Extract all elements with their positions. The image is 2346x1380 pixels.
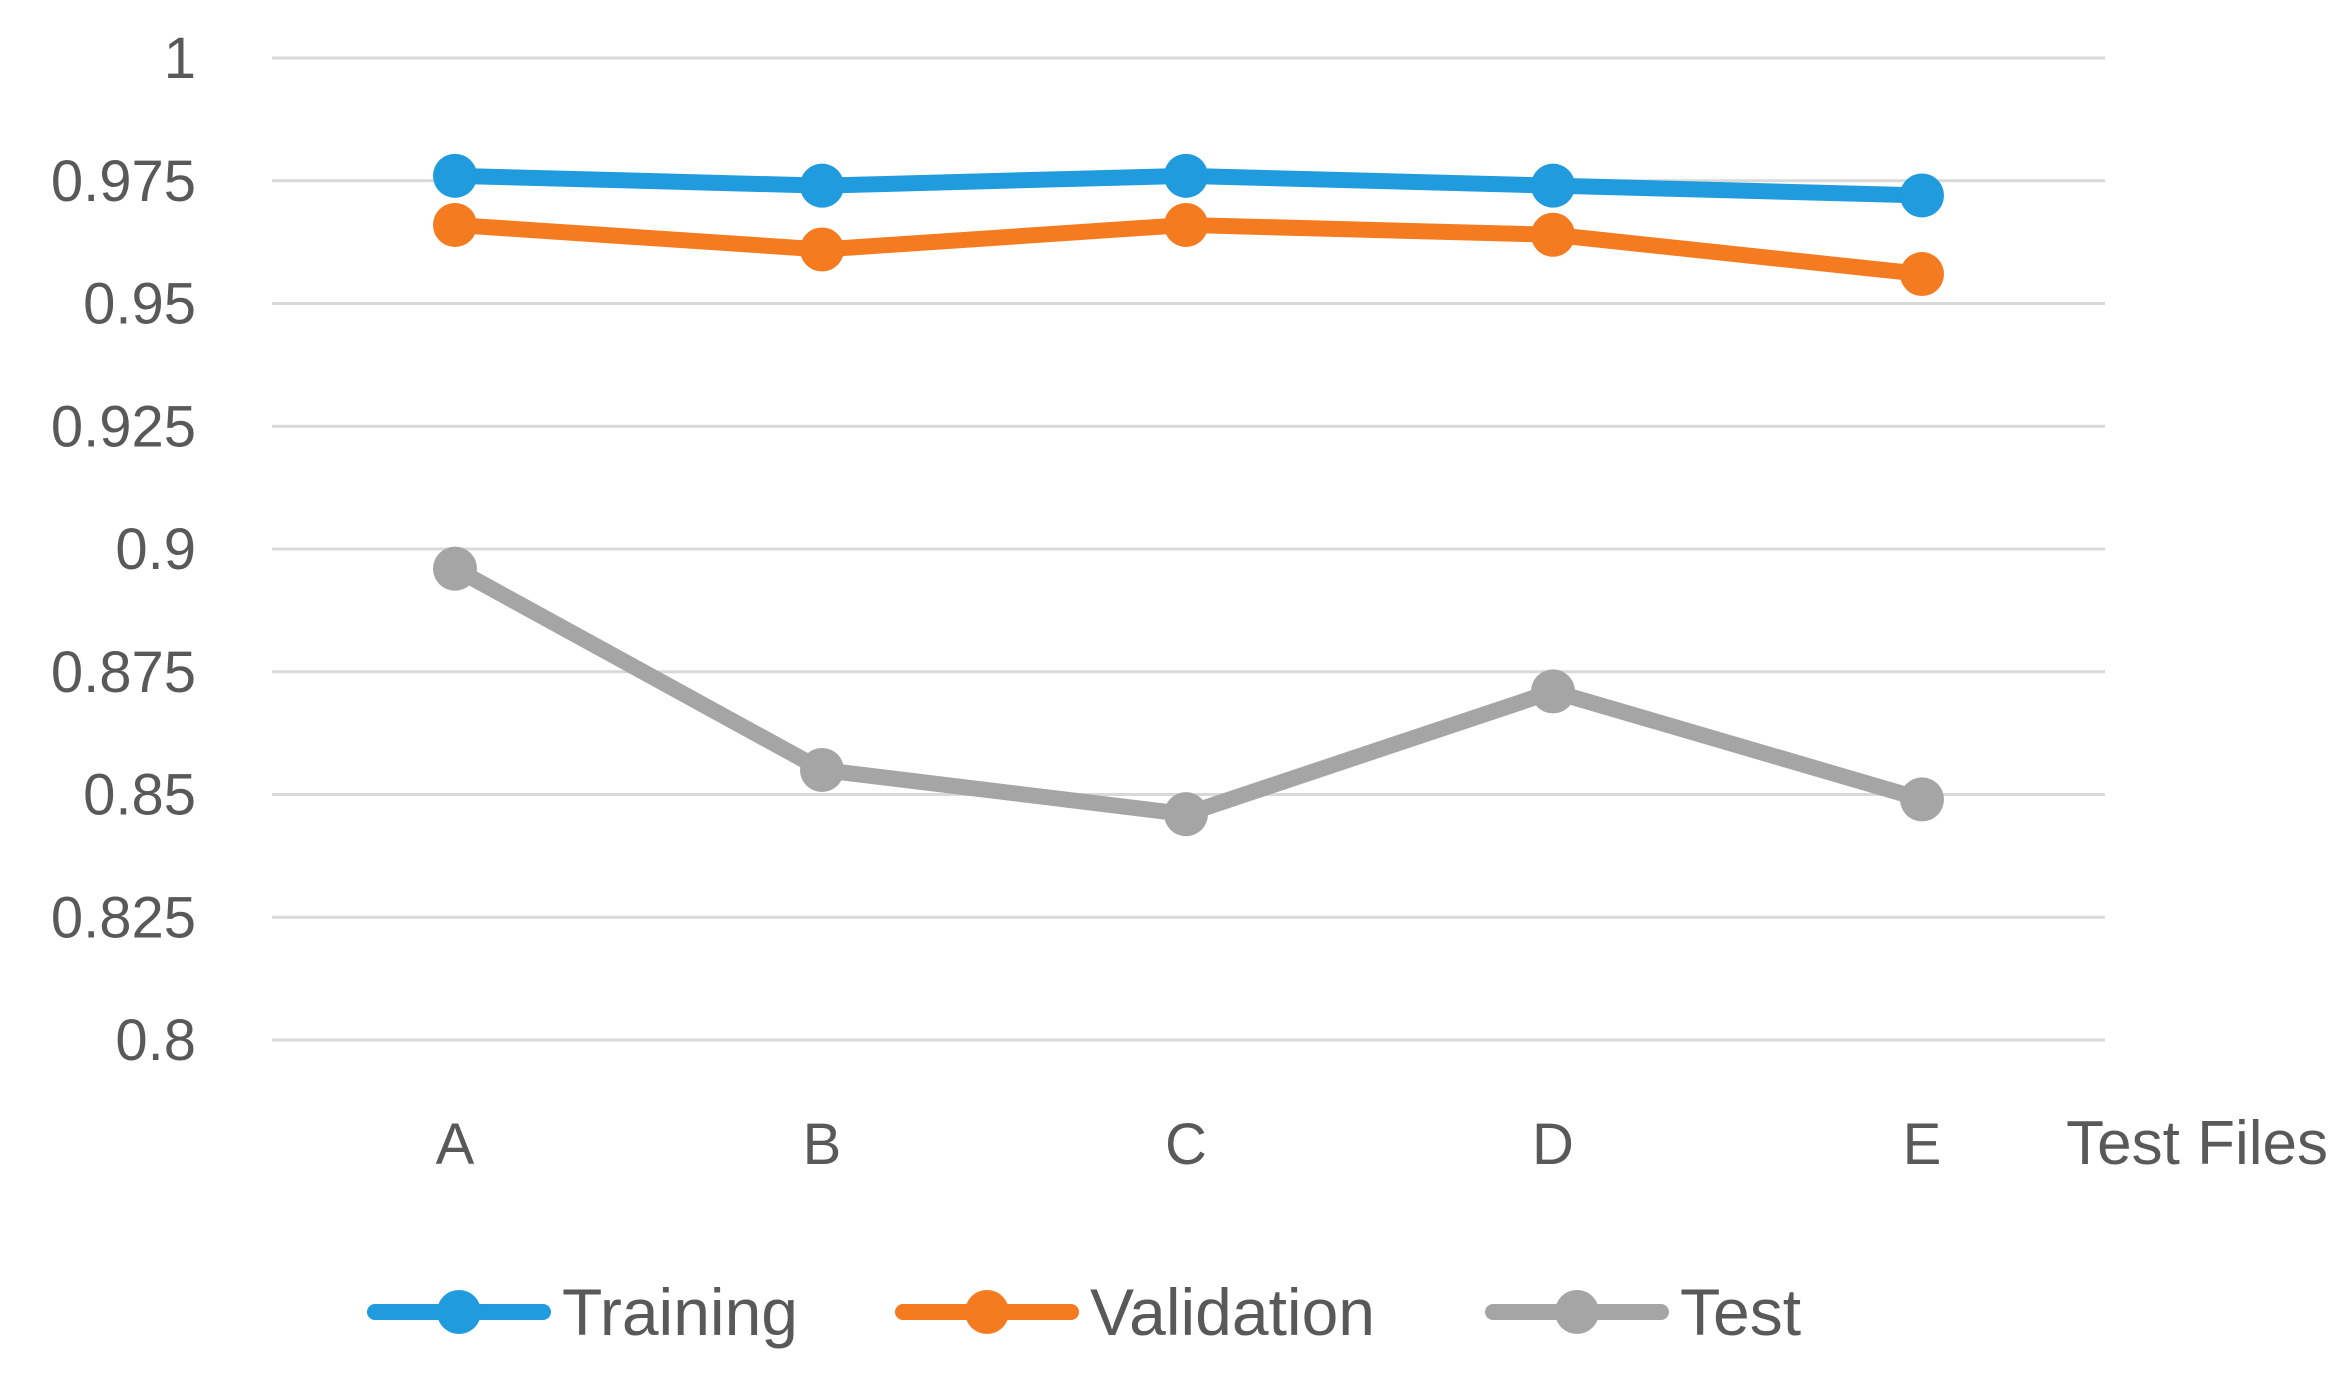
legend-item-training: Training xyxy=(367,1275,798,1349)
y-axis-ticks: 0.8 0.825 0.85 0.875 0.9 0.925 0.95 0.975 1 xyxy=(51,26,196,1073)
y-tick-label: 1 xyxy=(164,26,196,91)
data-point-test xyxy=(1531,669,1575,714)
series-line-test xyxy=(447,560,1930,823)
legend-item-validation: Validation xyxy=(895,1275,1375,1349)
data-point-validation xyxy=(1531,212,1575,257)
data-point-test xyxy=(433,546,477,591)
data-point-validation xyxy=(1164,202,1208,247)
x-axis-title: Test Files xyxy=(2066,1109,2328,1178)
y-tick-label: 0.95 xyxy=(83,272,196,337)
data-point-validation xyxy=(800,227,844,272)
x-tick-label: E xyxy=(1903,1112,1942,1177)
data-point-training xyxy=(1900,173,1944,218)
legend-label: Training xyxy=(562,1275,798,1349)
x-tick-label: D xyxy=(1532,1112,1574,1177)
data-point-test xyxy=(1164,792,1208,837)
data-point-training xyxy=(1531,163,1575,208)
data-point-test xyxy=(1900,777,1944,822)
legend-swatch-marker xyxy=(437,1290,481,1334)
series xyxy=(433,153,1944,837)
y-tick-label: 0.9 xyxy=(115,517,196,582)
data-point-training xyxy=(800,163,844,208)
y-tick-label: 0.8 xyxy=(115,1008,196,1073)
legend-swatch-marker xyxy=(1555,1290,1599,1334)
legend-label: Validation xyxy=(1090,1275,1375,1349)
series-validation xyxy=(433,202,1944,297)
data-point-validation xyxy=(433,202,477,247)
legend-label: Test xyxy=(1680,1275,1801,1349)
data-point-training xyxy=(1164,153,1208,198)
legend-item-test: Test xyxy=(1485,1275,1801,1349)
data-point-validation xyxy=(1900,252,1944,297)
y-tick-label: 0.975 xyxy=(51,149,196,214)
y-tick-label: 0.85 xyxy=(83,763,196,828)
series-test xyxy=(433,546,1944,837)
x-tick-label: B xyxy=(803,1112,842,1177)
y-tick-label: 0.825 xyxy=(51,885,196,950)
data-point-training xyxy=(433,153,477,198)
y-tick-label: 0.875 xyxy=(51,640,196,705)
gridlines xyxy=(272,56,2105,1042)
x-axis-ticks: A B C D E xyxy=(436,1112,1942,1177)
y-tick-label: 0.925 xyxy=(51,394,196,459)
legend-swatch-marker xyxy=(965,1290,1009,1334)
data-point-test xyxy=(800,747,844,792)
x-tick-label: A xyxy=(436,1112,475,1177)
legend: Training Validation Test xyxy=(367,1275,1801,1349)
x-tick-label: C xyxy=(1165,1112,1207,1177)
series-training xyxy=(433,153,1944,218)
